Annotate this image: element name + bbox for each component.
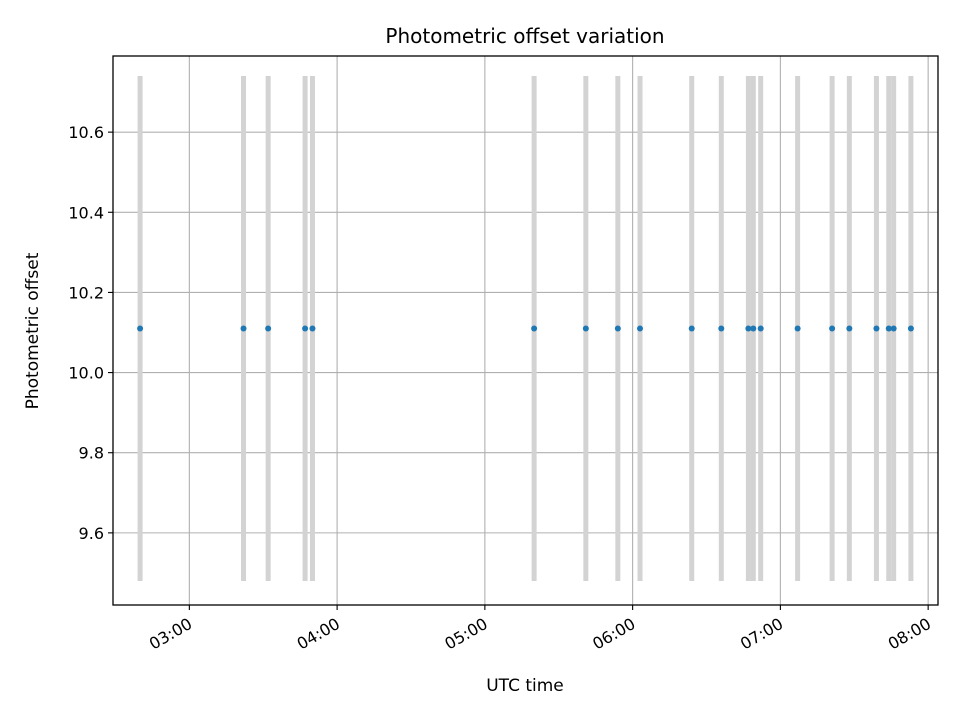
data-point	[637, 325, 644, 332]
data-point	[531, 325, 538, 332]
y-tick-label: 10.6	[68, 123, 104, 142]
data-point	[302, 325, 309, 332]
data-point	[240, 325, 247, 332]
y-tick-label: 9.6	[79, 524, 104, 543]
y-tick-label: 9.8	[79, 444, 104, 463]
data-point	[907, 325, 914, 332]
data-point	[829, 325, 836, 332]
data-point	[794, 325, 801, 332]
chart-title: Photometric offset variation	[385, 24, 664, 48]
x-axis-label: UTC time	[486, 676, 564, 696]
data-point	[745, 325, 752, 332]
data-point	[582, 325, 589, 332]
data-point	[873, 325, 880, 332]
data-point	[137, 325, 144, 332]
y-tick-label: 10.0	[68, 364, 104, 383]
data-point	[757, 325, 764, 332]
y-tick-label: 10.4	[68, 203, 104, 222]
data-point	[890, 325, 897, 332]
data-point	[309, 325, 316, 332]
data-point	[885, 325, 892, 332]
data-point	[846, 325, 853, 332]
grid-lines	[113, 56, 938, 605]
data-point	[688, 325, 695, 332]
data-point	[718, 325, 725, 332]
data-point	[614, 325, 621, 332]
plot-frame	[112, 55, 939, 606]
y-axis-label: Photometric offset	[23, 252, 43, 409]
y-tick-label: 10.2	[68, 283, 104, 302]
data-point	[265, 325, 272, 332]
data-points	[137, 325, 914, 332]
data-point	[750, 325, 757, 332]
y-axis-ticks: 9.6 9.8 10.0 10.2 10.4 10.6	[68, 123, 113, 543]
